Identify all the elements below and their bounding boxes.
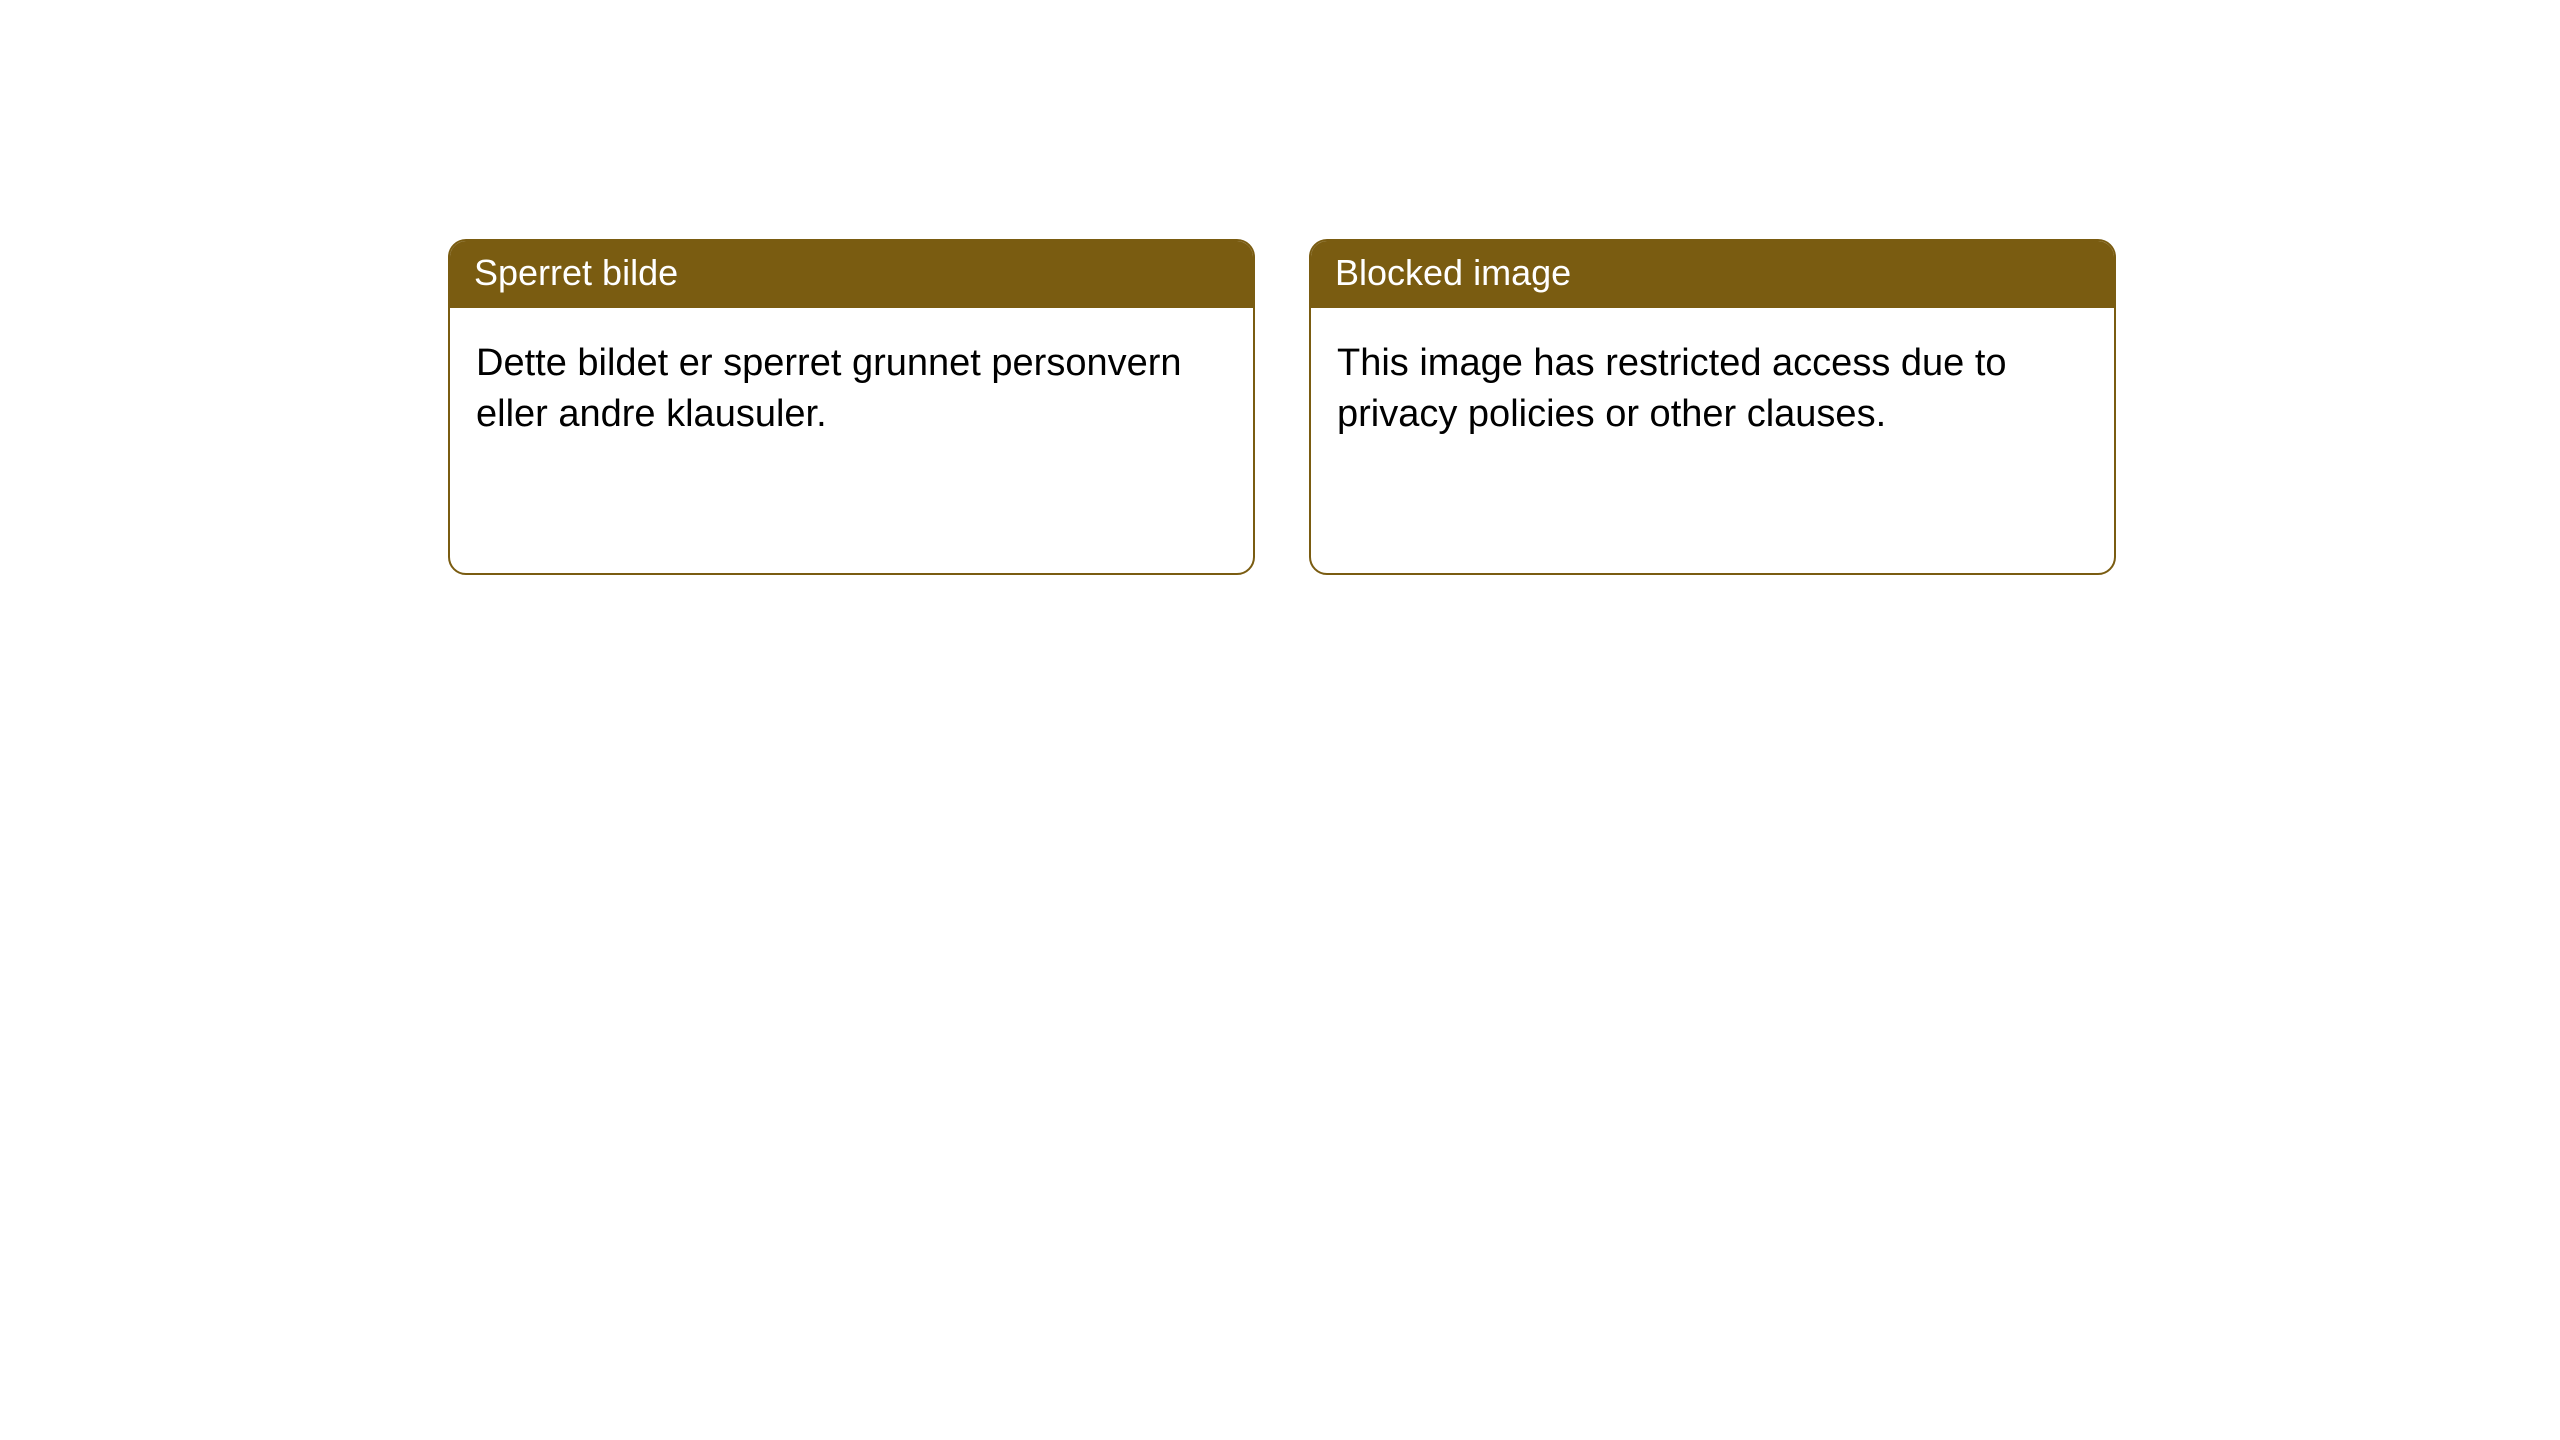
notice-card-norwegian: Sperret bilde Dette bildet er sperret gr…: [448, 239, 1255, 575]
notice-header: Blocked image: [1311, 241, 2114, 308]
notice-body: Dette bildet er sperret grunnet personve…: [450, 308, 1253, 471]
notice-body: This image has restricted access due to …: [1311, 308, 2114, 471]
notice-header: Sperret bilde: [450, 241, 1253, 308]
notice-container: Sperret bilde Dette bildet er sperret gr…: [0, 0, 2560, 575]
notice-card-english: Blocked image This image has restricted …: [1309, 239, 2116, 575]
